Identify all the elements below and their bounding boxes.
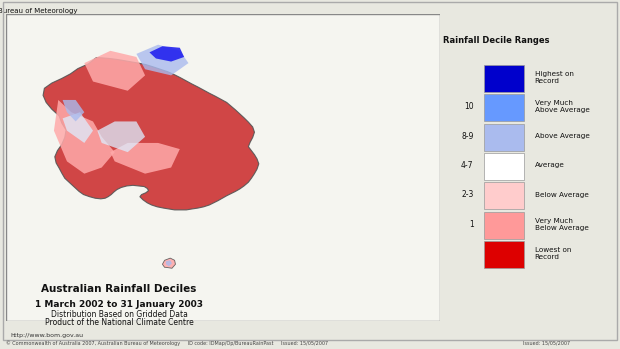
Text: Below Average: Below Average: [534, 192, 588, 198]
Text: Very Much
Below Average: Very Much Below Average: [534, 217, 588, 231]
Polygon shape: [162, 258, 175, 268]
FancyBboxPatch shape: [484, 241, 524, 268]
Text: Bureau of Meteorology: Bureau of Meteorology: [0, 8, 77, 14]
Text: Average: Average: [534, 162, 565, 169]
Text: http://www.bom.gov.au: http://www.bom.gov.au: [11, 333, 84, 339]
Text: © Commonwealth of Australia 2007, Australian Bureau of Meteorology     ID code: : © Commonwealth of Australia 2007, Austra…: [6, 340, 329, 346]
Polygon shape: [54, 100, 115, 174]
Text: Above Average: Above Average: [534, 133, 590, 139]
Text: Product of the National Climate Centre: Product of the National Climate Centre: [45, 318, 193, 327]
Text: 1: 1: [469, 220, 474, 229]
Text: Australian Rainfall Deciles: Australian Rainfall Deciles: [42, 284, 197, 294]
FancyBboxPatch shape: [484, 94, 524, 121]
FancyBboxPatch shape: [484, 65, 524, 92]
Polygon shape: [84, 51, 145, 91]
Polygon shape: [166, 260, 172, 266]
Text: Issued: 15/05/2007: Issued: 15/05/2007: [523, 341, 570, 346]
Text: Very Much
Above Average: Very Much Above Average: [534, 100, 590, 113]
Polygon shape: [136, 45, 188, 75]
Text: Lowest on
Record: Lowest on Record: [534, 247, 571, 260]
Text: Highest on
Record: Highest on Record: [534, 71, 574, 84]
Text: 4-7: 4-7: [461, 161, 474, 170]
FancyBboxPatch shape: [484, 124, 524, 151]
Polygon shape: [110, 143, 180, 174]
FancyBboxPatch shape: [484, 211, 524, 239]
Text: 10: 10: [464, 102, 474, 111]
FancyBboxPatch shape: [484, 153, 524, 180]
Polygon shape: [63, 112, 93, 143]
Polygon shape: [97, 121, 145, 152]
Polygon shape: [63, 100, 84, 121]
Text: Distribution Based on Gridded Data: Distribution Based on Gridded Data: [51, 310, 187, 319]
Text: 2-3: 2-3: [461, 190, 474, 199]
Text: Rainfall Decile Ranges: Rainfall Decile Ranges: [443, 36, 549, 45]
Text: 1 March 2002 to 31 January 2003: 1 March 2002 to 31 January 2003: [35, 299, 203, 309]
FancyBboxPatch shape: [484, 182, 524, 209]
Polygon shape: [43, 58, 259, 210]
Text: 8-9: 8-9: [461, 132, 474, 141]
Polygon shape: [149, 46, 184, 61]
